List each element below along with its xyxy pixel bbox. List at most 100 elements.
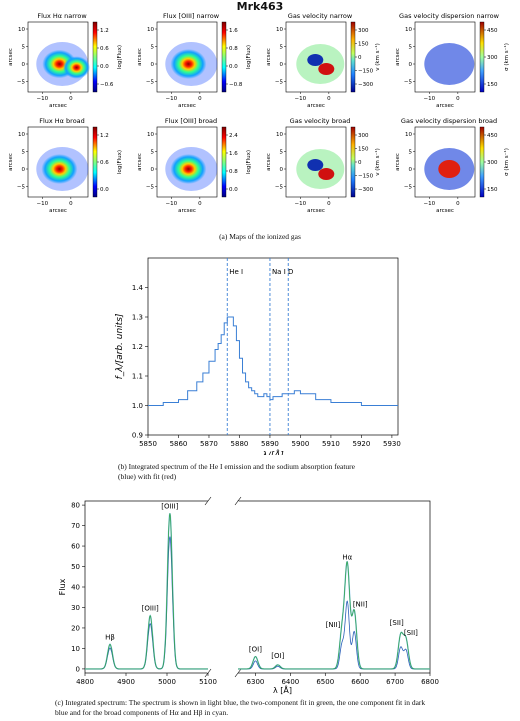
y-tick-label: 80 <box>71 502 80 510</box>
map-emission-blob <box>170 49 207 79</box>
map-y-tick-label: 5 <box>280 150 284 156</box>
y-axis-label: Flux <box>58 578 67 595</box>
map-x-axis-label: arcsec <box>178 103 196 109</box>
colorbar-tick-label: −300 <box>358 82 374 88</box>
colorbar-tick-label: 450 <box>487 28 498 34</box>
map-y-tick-label: 5 <box>409 45 413 51</box>
panel-b-caption-line-1: (b) Integrated spectrum of the He I emis… <box>118 462 356 471</box>
colorbar-tick-label: 1.2 <box>100 28 109 34</box>
colorbar-tick-label: 0.0 <box>229 187 238 193</box>
map-y-tick-label: −5 <box>146 185 155 191</box>
map-y-tick-label: −5 <box>17 185 26 191</box>
map-x-axis-label: arcsec <box>307 103 325 109</box>
map-y-tick-label: 10 <box>276 27 283 33</box>
x-tick-label: 6600 <box>351 678 369 686</box>
map-x-tick-label: −10 <box>294 201 306 207</box>
x-tick-label: 6300 <box>247 678 265 686</box>
emission-line-label: [OI] <box>249 646 262 654</box>
map-x-tick-label: 0 <box>198 201 202 207</box>
y-tick-label: 0.9 <box>132 432 143 440</box>
y-tick-label: 1.0 <box>132 402 143 410</box>
x-tick-label: 5000 <box>158 678 176 686</box>
map-colorbar <box>479 21 485 93</box>
axis-break-mark <box>234 668 242 678</box>
spectrum-line <box>148 316 398 406</box>
map-y-tick-label: 0 <box>409 62 413 68</box>
map-y-tick-label: 10 <box>276 132 283 138</box>
colorbar-tick-label: 1.6 <box>229 28 238 34</box>
x-tick-label: 4800 <box>76 678 94 686</box>
colorbar-tick-label: 150 <box>358 42 369 48</box>
map-x-tick-label: 0 <box>69 96 73 102</box>
x-tick-label: 6700 <box>386 678 404 686</box>
map-y-tick-label: −5 <box>275 185 284 191</box>
colorbar-tick-label: −300 <box>358 187 374 193</box>
emission-line-label: [OI] <box>271 652 284 660</box>
panel-a-maps: Flux Hα narrow −10 0 10 5 0 −5 arcsec arcsec 1.2 0… <box>8 12 510 214</box>
marker-label: He I <box>229 268 243 276</box>
colorbar-tick-label: 300 <box>358 133 369 139</box>
colorbar-label: v (km s⁻¹) <box>374 43 381 71</box>
emission-line-label: [NII] <box>326 621 341 629</box>
colorbar-tick-label: 0.0 <box>100 187 109 193</box>
map-title: Gas velocity dispersion narrow <box>399 12 500 20</box>
colorbar-label: log(Flux) <box>117 45 123 69</box>
map-title: Flux [OIII] narrow <box>163 12 220 20</box>
colorbar-tick-label: 0.0 <box>229 64 238 70</box>
x-tick-label: 5890 <box>261 440 279 448</box>
map-redshift-region <box>318 63 335 75</box>
map-colorbar <box>350 126 356 198</box>
y-tick-label: 1.2 <box>132 343 143 351</box>
two-component-fit-left <box>85 513 208 670</box>
colorbar-tick-label: 150 <box>358 147 369 153</box>
x-tick-label: 5910 <box>322 440 340 448</box>
colorbar-tick-label: 150 <box>487 82 498 88</box>
x-tick-label: 5860 <box>170 440 188 448</box>
map-y-tick-label: 10 <box>405 132 412 138</box>
y-tick-label: 1.4 <box>132 284 144 292</box>
x-axis-label: λ [Å] <box>273 684 292 695</box>
two-component-fit-right <box>238 561 430 670</box>
y-tick-label: 10 <box>71 645 80 653</box>
colorbar-tick-label: −150 <box>358 174 374 180</box>
y-tick-label: 1.1 <box>132 373 143 381</box>
map-colorbar <box>221 21 227 93</box>
colorbar-tick-label: −0.8 <box>229 82 243 88</box>
colorbar-label: v (km s⁻¹) <box>374 148 381 176</box>
map-y-tick-label: 5 <box>409 150 413 156</box>
map-x-tick-label: 0 <box>198 96 202 102</box>
map-colorbar <box>92 21 98 93</box>
map-x-axis-label: arcsec <box>436 103 454 109</box>
colorbar-label: σ (km s⁻¹) <box>503 43 510 71</box>
emission-line-label: [SII] <box>390 619 404 627</box>
panel-c-caption-line-1: (c) Integrated spectrum: The spectrum is… <box>55 698 426 707</box>
map-x-axis-label: arcsec <box>49 208 67 214</box>
map-y-axis-label: arcsec <box>8 48 14 66</box>
map-y-axis-label: arcsec <box>395 153 401 171</box>
colorbar-label: σ (km s⁻¹) <box>503 148 510 176</box>
colorbar-tick-label: 300 <box>487 55 498 61</box>
figure-title: Mrk463 <box>236 0 284 13</box>
colorbar-label: log(Flux) <box>246 45 252 69</box>
plot-frame-right <box>237 500 431 674</box>
map-title: Gas velocity dispersion broad <box>401 117 497 125</box>
x-tick-label: 5850 <box>139 440 157 448</box>
map-x-tick-label: 0 <box>69 201 73 207</box>
x-tick-label: 5900 <box>292 440 310 448</box>
y-tick-label: 60 <box>71 543 80 551</box>
x-tick-label: 6800 <box>421 678 439 686</box>
y-tick-label: 20 <box>71 624 80 632</box>
map-y-tick-label: 5 <box>151 150 155 156</box>
map-y-tick-label: 0 <box>22 62 26 68</box>
map-y-tick-label: −5 <box>146 80 155 86</box>
colorbar-tick-label: 0 <box>358 55 362 61</box>
y-axis-label: f_λ/[arb. units] <box>115 313 125 379</box>
map-x-tick-label: −10 <box>294 96 306 102</box>
map-redshift-region <box>318 168 335 180</box>
marker-label: Na I D <box>272 268 293 276</box>
map-y-tick-label: 10 <box>18 132 25 138</box>
y-tick-label: 1.3 <box>132 314 143 322</box>
panel-c-chart: 80 70 60 50 40 30 20 10 0 4800 4900 5000 5100 6300 640… <box>58 496 439 695</box>
map-y-tick-label: 0 <box>280 62 284 68</box>
emission-line-label: [NII] <box>353 601 368 609</box>
